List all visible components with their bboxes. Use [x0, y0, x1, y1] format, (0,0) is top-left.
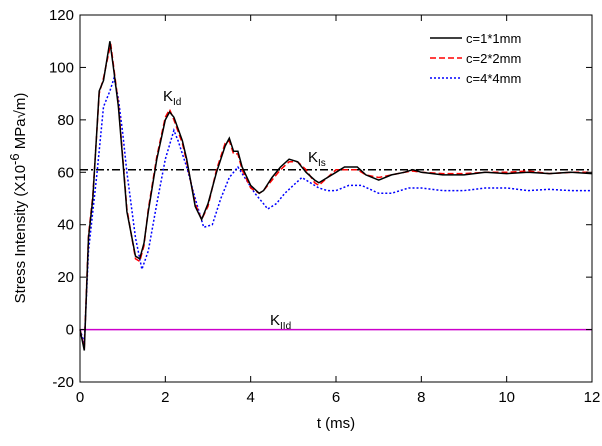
- x-tick-label: 8: [417, 389, 425, 406]
- annotation: KIs: [308, 149, 326, 169]
- legend-label: c=4*4mm: [466, 71, 521, 86]
- y-label-sup: -6: [7, 153, 22, 165]
- y-tick-label: 0: [66, 322, 74, 339]
- x-axis-label: t (ms): [317, 415, 355, 432]
- x-tick-label: 2: [161, 389, 169, 406]
- y-tick-label: 40: [57, 217, 74, 234]
- annotation-sub: IId: [280, 321, 291, 332]
- annotation-main: K: [270, 312, 280, 329]
- annotation-main: K: [308, 149, 318, 166]
- series-line: [79, 74, 592, 343]
- annotation: KId: [163, 88, 181, 108]
- x-tick-label: 12: [584, 389, 601, 406]
- x-tick-label: 6: [332, 389, 340, 406]
- x-tick-label: 0: [76, 389, 84, 406]
- annotation: KIId: [270, 312, 291, 332]
- y-tick-label: 100: [49, 59, 74, 76]
- legend-label: c=1*1mm: [466, 31, 521, 46]
- annotation-main: K: [163, 88, 173, 105]
- y-label-main: Stress Intensity (X10: [12, 165, 29, 303]
- y-tick-label: -20: [52, 374, 74, 391]
- x-tick-label: 10: [498, 389, 515, 406]
- y-tick-label: 20: [57, 269, 74, 286]
- x-tick-label: 4: [246, 389, 254, 406]
- plot-area: [79, 41, 593, 351]
- y-axis-label: Stress Intensity (X10-6 MPa√m): [7, 93, 29, 304]
- y-tick-label: 60: [57, 164, 74, 181]
- series-line: [79, 41, 593, 351]
- annotation-sub: Id: [173, 97, 181, 108]
- series-line: [79, 43, 592, 349]
- legend-label: c=2*2mm: [466, 51, 521, 66]
- annotation-sub: Is: [318, 158, 326, 169]
- y-tick-label: 80: [57, 112, 74, 129]
- y-label-unit: MPa√m): [12, 93, 29, 154]
- y-tick-label: 120: [49, 7, 74, 24]
